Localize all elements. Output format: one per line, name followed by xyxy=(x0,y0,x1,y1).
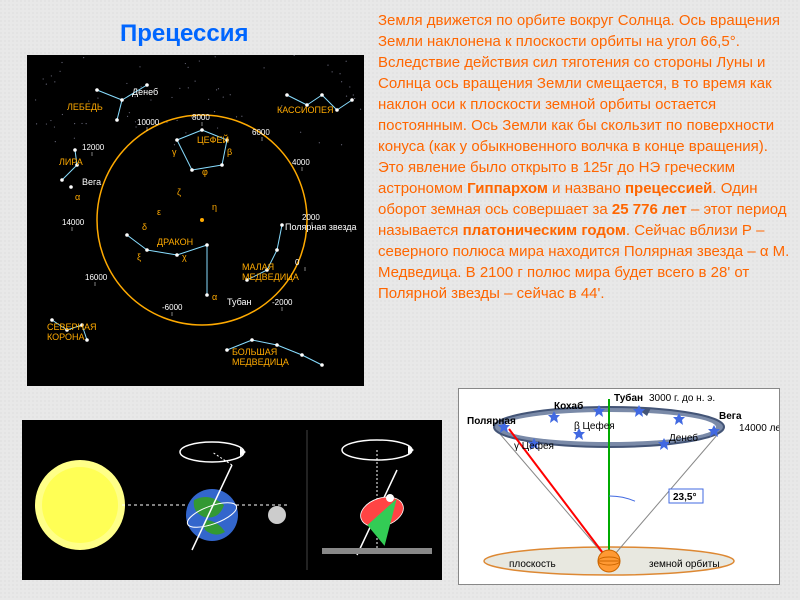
description-paragraph: Земля движется по орбите вокруг Солнца. … xyxy=(378,10,790,304)
svg-text:ξ: ξ xyxy=(137,252,141,262)
svg-text:ЛЕБЕДЬ: ЛЕБЕДЬ xyxy=(67,102,103,112)
svg-text:α: α xyxy=(75,192,80,202)
svg-text:МЕДВЕДИЦА: МЕДВЕДИЦА xyxy=(242,272,299,282)
svg-text:16000: 16000 xyxy=(85,273,108,282)
svg-text:β: β xyxy=(227,147,232,157)
svg-text:10000: 10000 xyxy=(137,118,160,127)
svg-text:Денеб: Денеб xyxy=(132,87,158,97)
svg-text:6000: 6000 xyxy=(252,128,270,137)
svg-text:γ: γ xyxy=(172,147,177,157)
svg-text:-6000: -6000 xyxy=(162,303,183,312)
svg-text:3000 г. до н. э.: 3000 г. до н. э. xyxy=(649,393,715,404)
precession-star-map: ЛЕБЕДЬЛИРАЦЕФЕЙКАССИОПЕЯДРАКОНМАЛАЯМЕДВЕ… xyxy=(27,55,364,386)
svg-text:β Цефея: β Цефея xyxy=(574,420,615,432)
svg-text:ЦЕФЕЙ: ЦЕФЕЙ xyxy=(197,134,229,145)
svg-text:χ: χ xyxy=(182,252,187,262)
svg-text:Вега: Вега xyxy=(82,177,101,187)
svg-text:Денеб: Денеб xyxy=(669,432,698,444)
precession-cone-diagram: 23,5° Полярная Кохаб Тубан 3000 г. до н. э. β… xyxy=(458,388,780,585)
svg-text:СЕВЕРНАЯ: СЕВЕРНАЯ xyxy=(47,322,97,332)
svg-text:0: 0 xyxy=(295,258,300,267)
svg-text:МАЛАЯ: МАЛАЯ xyxy=(242,262,274,272)
svg-text:Полярная звезда: Полярная звезда xyxy=(285,222,357,232)
earth-precession-diagram xyxy=(22,420,442,580)
svg-text:Тубан: Тубан xyxy=(227,297,252,307)
svg-text:δ: δ xyxy=(142,222,147,232)
svg-text:Тубан: Тубан xyxy=(614,392,643,404)
svg-text:земной орбиты: земной орбиты xyxy=(649,558,720,570)
svg-text:23,5°: 23,5° xyxy=(673,492,696,503)
svg-text:α: α xyxy=(212,292,217,302)
svg-text:12000: 12000 xyxy=(82,143,105,152)
svg-text:КАССИОПЕЯ: КАССИОПЕЯ xyxy=(277,105,334,115)
svg-text:14000 лет: 14000 лет xyxy=(739,423,779,434)
svg-text:ЛИРА: ЛИРА xyxy=(59,157,83,167)
svg-text:ДРАКОН: ДРАКОН xyxy=(157,237,193,247)
svg-text:γ Цефея: γ Цефея xyxy=(514,440,554,452)
svg-text:4000: 4000 xyxy=(292,158,310,167)
svg-text:2000: 2000 xyxy=(302,213,320,222)
svg-text:Вега: Вега xyxy=(719,411,742,422)
svg-text:Кохаб: Кохаб xyxy=(554,400,583,412)
svg-text:ζ: ζ xyxy=(177,187,181,197)
svg-text:МЕДВЕДИЦА: МЕДВЕДИЦА xyxy=(232,357,289,367)
svg-text:плоскость: плоскость xyxy=(509,559,556,570)
svg-text:КОРОНА: КОРОНА xyxy=(47,332,84,342)
page-title: Прецессия xyxy=(120,20,249,48)
svg-text:ε: ε xyxy=(157,207,161,217)
svg-text:14000: 14000 xyxy=(62,218,85,227)
svg-text:Полярная: Полярная xyxy=(467,416,516,427)
svg-text:БОЛЬШАЯ: БОЛЬШАЯ xyxy=(232,347,277,357)
svg-text:φ: φ xyxy=(202,167,208,177)
svg-text:8000: 8000 xyxy=(192,113,210,122)
svg-text:η: η xyxy=(212,202,217,212)
svg-text:-2000: -2000 xyxy=(272,298,293,307)
